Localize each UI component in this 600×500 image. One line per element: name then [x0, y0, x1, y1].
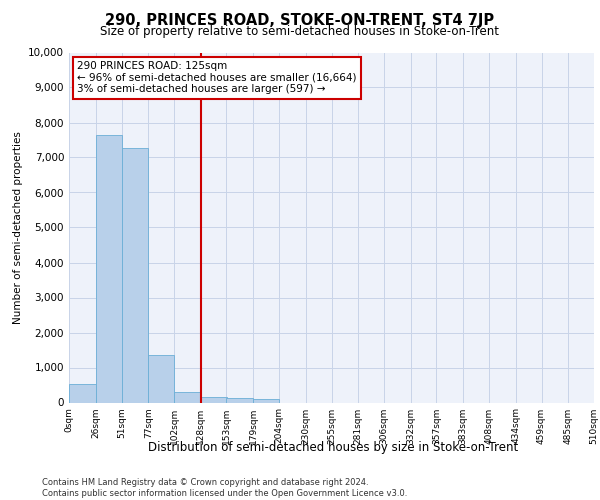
Text: 290 PRINCES ROAD: 125sqm
← 96% of semi-detached houses are smaller (16,664)
3% o: 290 PRINCES ROAD: 125sqm ← 96% of semi-d…	[77, 61, 356, 94]
Text: 290, PRINCES ROAD, STOKE-ON-TRENT, ST4 7JP: 290, PRINCES ROAD, STOKE-ON-TRENT, ST4 7…	[106, 12, 494, 28]
Text: Size of property relative to semi-detached houses in Stoke-on-Trent: Size of property relative to semi-detach…	[101, 25, 499, 38]
Bar	[121, 148, 148, 402]
Bar	[148, 355, 174, 403]
Bar	[201, 397, 227, 402]
Bar	[174, 392, 201, 402]
Bar	[227, 398, 253, 402]
Text: Contains HM Land Registry data © Crown copyright and database right 2024.
Contai: Contains HM Land Registry data © Crown c…	[42, 478, 407, 498]
Bar	[96, 134, 121, 402]
Y-axis label: Number of semi-detached properties: Number of semi-detached properties	[13, 131, 23, 324]
Bar	[253, 400, 279, 402]
Text: Distribution of semi-detached houses by size in Stoke-on-Trent: Distribution of semi-detached houses by …	[148, 441, 518, 454]
Bar	[69, 384, 96, 402]
